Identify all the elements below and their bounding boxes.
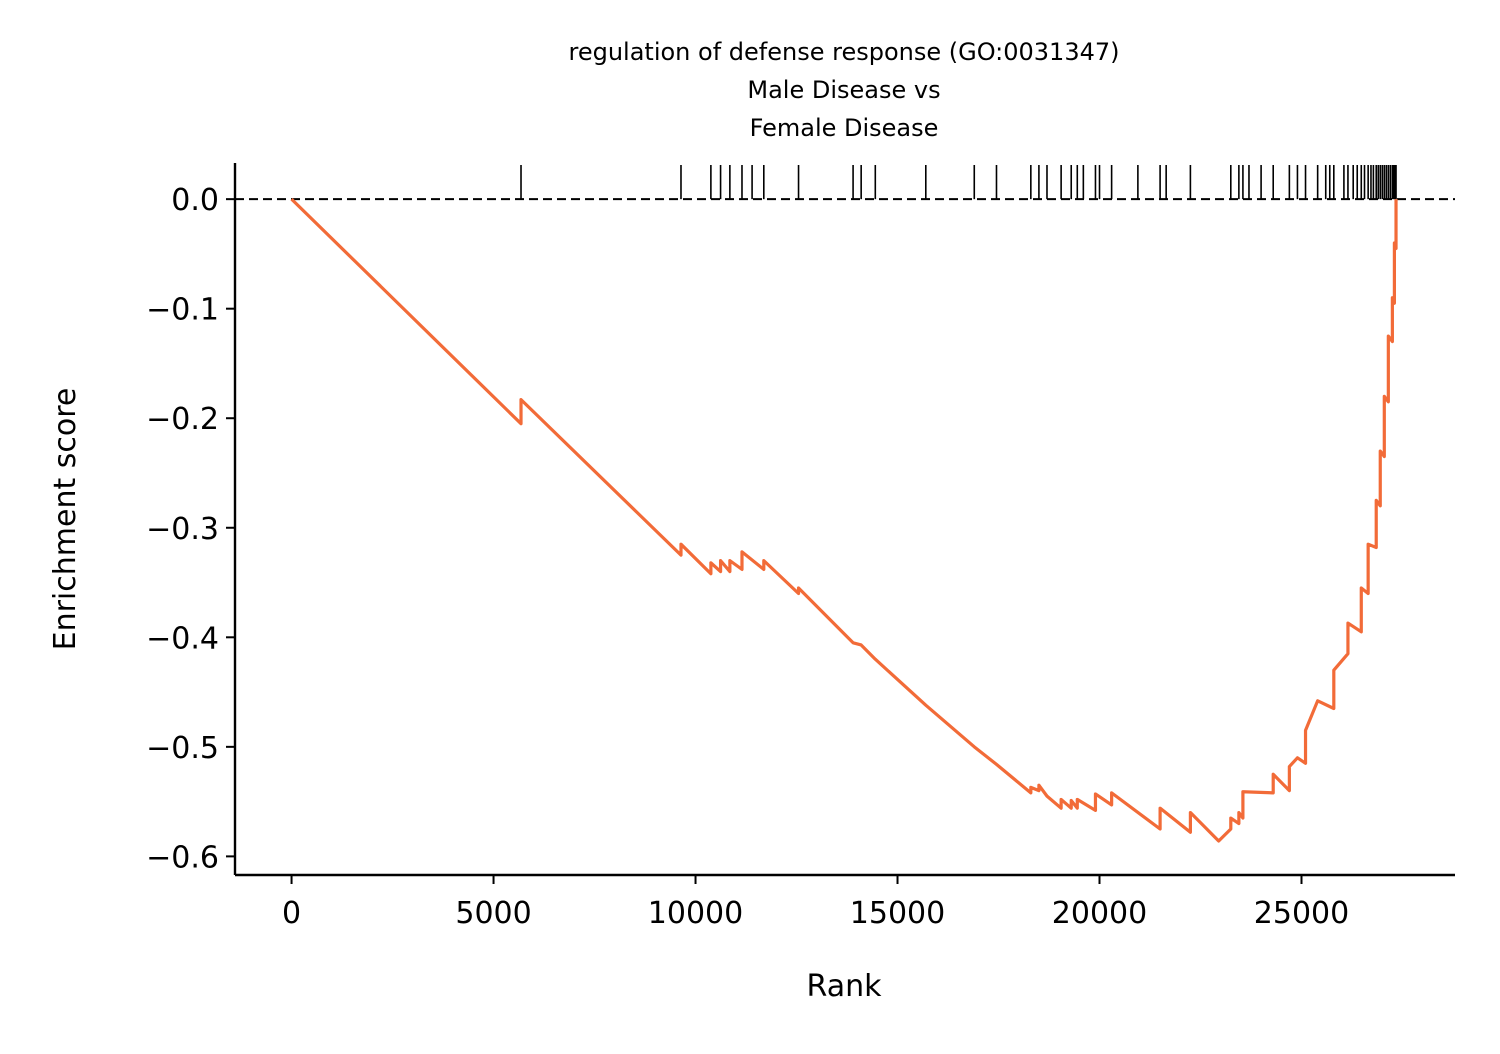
plot-area <box>235 165 1455 843</box>
enrichment-curve-0 <box>290 198 1398 843</box>
y-tick-label-1: −0.1 <box>146 293 219 328</box>
x-tick-label-2: 10000 <box>648 896 743 931</box>
chart-title-line-3: Female Disease <box>750 114 939 142</box>
y-tick-label-0: 0.0 <box>171 183 219 218</box>
chart-title-line-2: Male Disease vs <box>747 76 940 104</box>
x-axis-label: Rank <box>807 969 883 1004</box>
y-tick-label-2: −0.2 <box>146 402 219 437</box>
y-tick-label-5: −0.5 <box>146 731 219 766</box>
x-tick-label-5: 25000 <box>1254 896 1349 931</box>
x-tick-label-0: 0 <box>282 896 301 931</box>
x-tick-label-1: 5000 <box>455 896 531 931</box>
y-axis-label: Enrichment score <box>48 388 83 651</box>
y-tick-label-3: −0.3 <box>146 512 219 547</box>
y-axis-ticks: 0.0 −0.1 −0.2 −0.3 −0.4 −0.5 −0.6 <box>146 183 235 875</box>
y-tick-label-4: −0.4 <box>146 621 219 656</box>
x-axis-ticks: 0 5000 10000 15000 20000 25000 <box>282 875 1349 931</box>
chart-title-line-1: regulation of defense response (GO:00313… <box>568 38 1119 66</box>
x-tick-label-4: 20000 <box>1052 896 1147 931</box>
y-tick-label-6: −0.6 <box>146 840 219 875</box>
x-tick-label-3: 15000 <box>850 896 945 931</box>
